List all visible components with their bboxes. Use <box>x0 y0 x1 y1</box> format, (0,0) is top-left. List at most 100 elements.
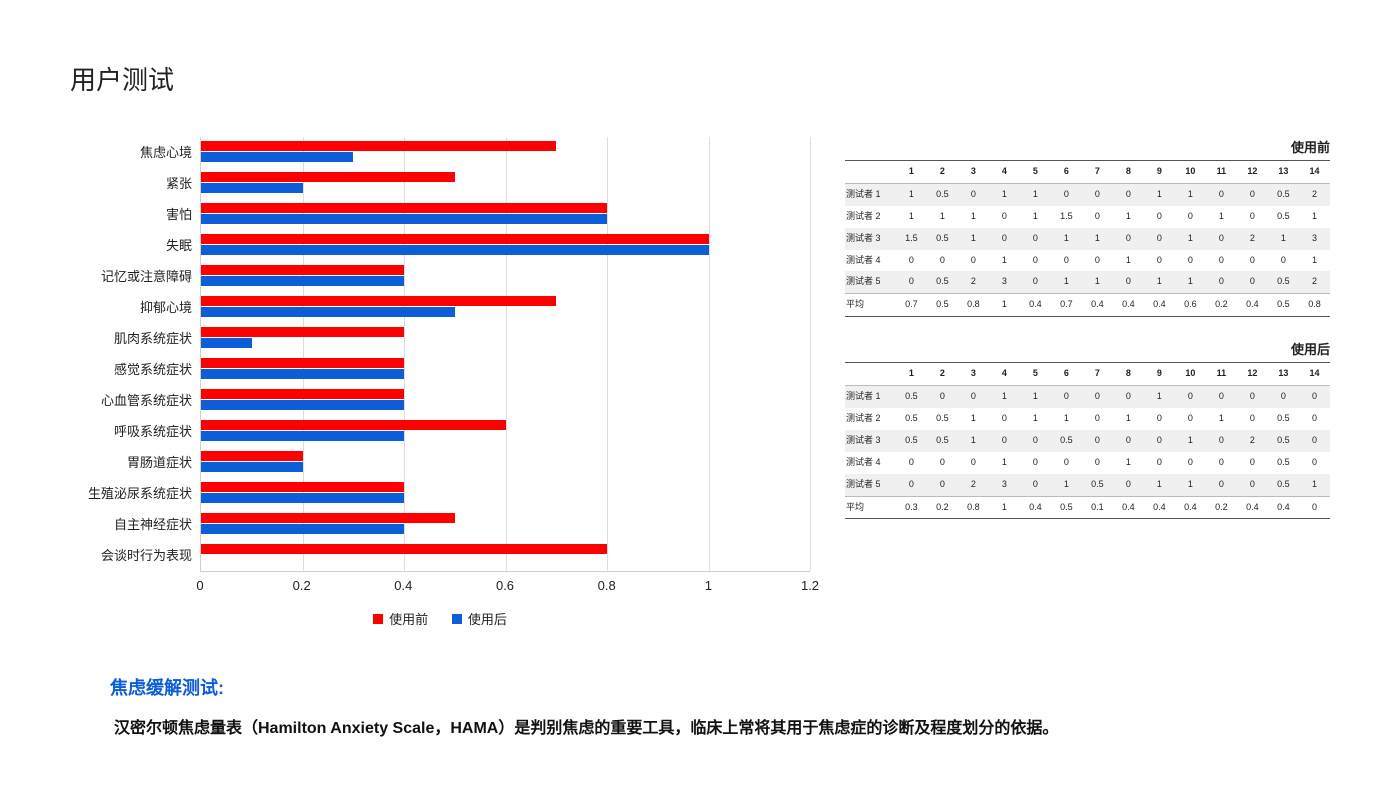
table-cell: 0 <box>1206 452 1237 474</box>
table-cell: 1 <box>1175 228 1206 250</box>
table-cell: 3 <box>1299 228 1330 250</box>
table-corner <box>845 161 896 183</box>
bar-before <box>201 296 556 306</box>
x-axis-tick: 0.4 <box>394 578 412 593</box>
table-avg-cell: 0 <box>1299 496 1330 519</box>
table-cell: 0 <box>989 206 1020 228</box>
table-cell: 0 <box>1206 250 1237 272</box>
table-col-header: 9 <box>1144 161 1175 183</box>
table-avg-cell: 0.4 <box>1020 294 1051 317</box>
table-avg-cell: 0.3 <box>896 496 927 519</box>
table-cell: 0 <box>1175 386 1206 408</box>
table-cell: 1 <box>989 183 1020 205</box>
table-cell: 0 <box>896 452 927 474</box>
table-cell: 2 <box>1237 430 1268 452</box>
table-cell: 0 <box>1206 228 1237 250</box>
table-cell: 0.5 <box>1268 183 1299 205</box>
table-cell: 3 <box>989 474 1020 496</box>
table-cell: 0 <box>1020 452 1051 474</box>
table-cell: 1 <box>1051 228 1082 250</box>
bar-after <box>201 524 404 534</box>
table-cell: 0 <box>1020 474 1051 496</box>
table-cell: 0 <box>927 250 958 272</box>
table-cell: 0 <box>1268 250 1299 272</box>
y-axis-label: 生殖泌尿系统症状 <box>70 478 192 509</box>
table-cell: 0.5 <box>1268 271 1299 293</box>
table-cell: 2 <box>1237 228 1268 250</box>
table-cell: 1 <box>958 206 989 228</box>
table-col-header: 4 <box>989 161 1020 183</box>
table-avg-cell: 0.2 <box>927 496 958 519</box>
legend-label-before: 使用前 <box>389 609 428 628</box>
table-col-header: 3 <box>958 363 989 385</box>
table-cell: 1 <box>1299 206 1330 228</box>
table-avg-cell: 0.8 <box>958 294 989 317</box>
bar-after <box>201 245 709 255</box>
table-cell: 0 <box>1175 408 1206 430</box>
legend-swatch-before <box>373 614 383 624</box>
table-cell: 0 <box>989 408 1020 430</box>
bar-after <box>201 183 303 193</box>
table-avg-cell: 0.4 <box>1237 294 1268 317</box>
bar-after <box>201 400 404 410</box>
bar-group <box>201 230 810 261</box>
table-avg-cell: 0.2 <box>1206 294 1237 317</box>
table-cell: 0.5 <box>1268 452 1299 474</box>
table-col-header: 10 <box>1175 161 1206 183</box>
table-cell: 1 <box>1144 183 1175 205</box>
table-cell: 1 <box>896 206 927 228</box>
bar-before <box>201 482 404 492</box>
table-cell: 1 <box>1051 271 1082 293</box>
table-avg-cell: 0.4 <box>1144 496 1175 519</box>
legend-label-after: 使用后 <box>468 609 507 628</box>
table-after-title: 使用后 <box>845 339 1330 363</box>
bar-group <box>201 137 810 168</box>
table-cell: 1 <box>989 452 1020 474</box>
table-cell: 0 <box>1206 271 1237 293</box>
y-axis-label: 失眠 <box>70 230 192 261</box>
table-col-header: 10 <box>1175 363 1206 385</box>
table-cell: 1.5 <box>1051 206 1082 228</box>
bar-group <box>201 509 810 540</box>
bar-group <box>201 199 810 230</box>
table-row-label: 测试者 1 <box>845 386 896 408</box>
bar-after <box>201 338 252 348</box>
table-cell: 0 <box>1020 250 1051 272</box>
table-cell: 0 <box>1237 206 1268 228</box>
table-cell: 0 <box>1082 452 1113 474</box>
table-col-header: 9 <box>1144 363 1175 385</box>
table-cell: 0 <box>1299 430 1330 452</box>
table-avg-cell: 0.7 <box>896 294 927 317</box>
bar-before <box>201 451 303 461</box>
table-avg-label: 平均 <box>845 294 896 317</box>
bar-before <box>201 513 455 523</box>
footer-heading: 焦虑缓解测试: <box>110 674 1330 700</box>
table-cell: 0.5 <box>1268 430 1299 452</box>
table-cell: 0 <box>927 386 958 408</box>
table-cell: 0 <box>1268 386 1299 408</box>
table-cell: 0 <box>958 183 989 205</box>
table-cell: 0 <box>1082 430 1113 452</box>
gridline <box>810 137 811 571</box>
table-cell: 0 <box>989 228 1020 250</box>
bar-group <box>201 478 810 509</box>
table-avg-cell: 0.4 <box>1113 496 1144 519</box>
x-axis-tick: 0.8 <box>598 578 616 593</box>
table-cell: 0 <box>1020 228 1051 250</box>
table-cell: 0 <box>958 250 989 272</box>
table-cell: 0 <box>1206 474 1237 496</box>
table-col-header: 8 <box>1113 363 1144 385</box>
bar-before <box>201 327 404 337</box>
table-avg-label: 平均 <box>845 496 896 519</box>
table-col-header: 11 <box>1206 161 1237 183</box>
table-avg-cell: 0.8 <box>1299 294 1330 317</box>
table-cell: 0 <box>1144 250 1175 272</box>
table-cell: 1 <box>1144 386 1175 408</box>
table-cell: 0 <box>958 386 989 408</box>
table-cell: 0 <box>989 430 1020 452</box>
y-axis-label: 害怕 <box>70 199 192 230</box>
table-row-label: 测试者 3 <box>845 228 896 250</box>
table-cell: 0 <box>1113 271 1144 293</box>
table-cell: 1 <box>1206 206 1237 228</box>
table-cell: 1 <box>958 228 989 250</box>
